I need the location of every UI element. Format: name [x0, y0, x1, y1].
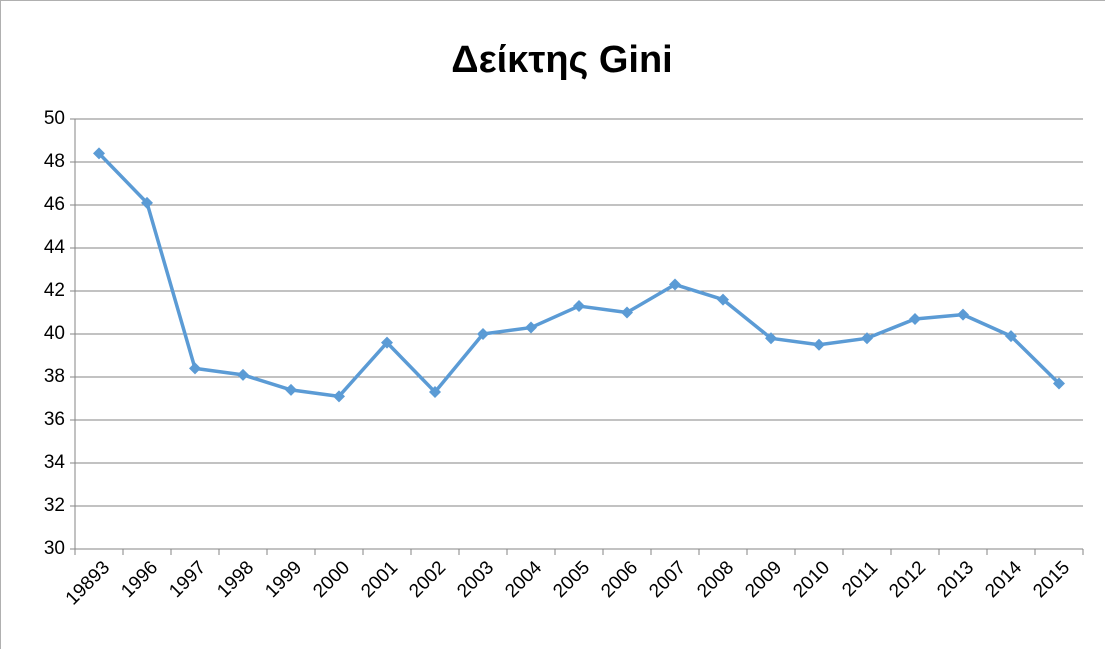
- marker: [861, 332, 873, 345]
- y-tick-label: 48: [44, 151, 65, 172]
- marker: [957, 308, 969, 321]
- y-tick-label: 40: [44, 323, 65, 344]
- y-tick-label: 50: [44, 108, 65, 129]
- marker: [717, 293, 729, 306]
- marker: [1005, 330, 1017, 343]
- y-tick-label: 30: [44, 538, 65, 559]
- marker: [477, 328, 489, 340]
- y-tick-label: 42: [44, 280, 65, 301]
- marker: [573, 300, 585, 313]
- y-tick-label: 34: [44, 452, 66, 473]
- y-tick-label: 38: [44, 366, 65, 387]
- marker: [621, 306, 633, 319]
- marker: [189, 362, 201, 375]
- marker: [813, 338, 825, 351]
- marker: [669, 278, 681, 291]
- marker: [237, 368, 249, 381]
- chart-title: Δείκτης Gini: [451, 39, 672, 81]
- y-tick-label: 32: [44, 495, 65, 516]
- marker: [285, 383, 297, 396]
- marker: [429, 386, 441, 399]
- marker: [381, 336, 393, 349]
- marker: [909, 312, 921, 325]
- marker: [1053, 377, 1065, 390]
- marker: [765, 332, 777, 345]
- marker: [93, 147, 105, 160]
- marker: [525, 321, 537, 334]
- y-tick-label: 36: [44, 409, 65, 430]
- y-tick-label: 46: [44, 194, 65, 215]
- y-tick-label: 44: [44, 237, 66, 258]
- marker: [141, 196, 153, 209]
- marker: [333, 390, 345, 403]
